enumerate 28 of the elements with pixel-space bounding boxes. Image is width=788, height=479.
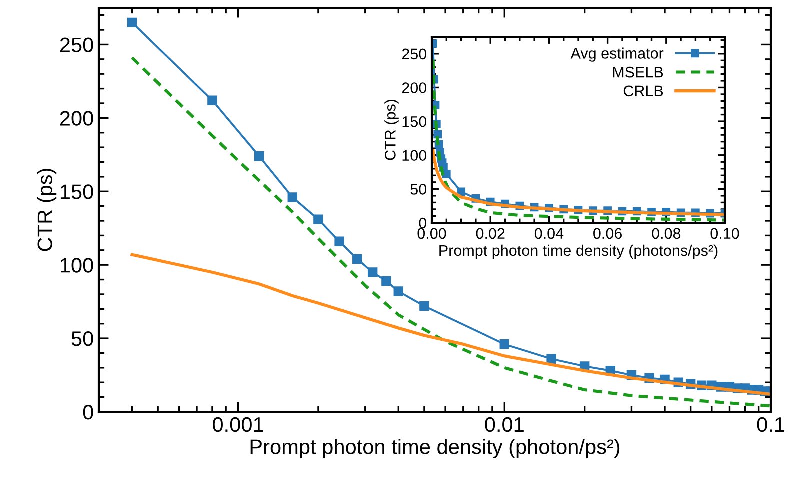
x-tick-label: 0.1 (757, 417, 784, 432)
x-tick-label: 0.02 (476, 228, 505, 240)
x-axis-title: Prompt photon time density (photons/ps²) (440, 244, 718, 260)
x-tick-label: 0.10 (710, 228, 740, 240)
y-tick-label: 150 (402, 116, 427, 128)
x-tick-label: 0.01 (485, 417, 524, 432)
y-tick-label: 200 (60, 111, 94, 126)
y-tick-label: 250 (402, 48, 427, 60)
y-axis-title: CTR (ps) (384, 100, 399, 160)
y-tick-label: 50 (410, 184, 427, 195)
x-tick-label: 0.00 (418, 228, 446, 240)
x-tick-label: 0.04 (534, 228, 564, 240)
x-axis-title: Prompt photon time density (photon/ps²) (250, 439, 620, 458)
legend-label: CRLB (624, 86, 664, 97)
x-tick-label: 0.06 (594, 228, 622, 240)
y-tick-label: 150 (60, 184, 94, 200)
y-tick-label: 0 (419, 218, 427, 229)
legend-label: Avg estimator (570, 48, 664, 62)
y-tick-label: 100 (402, 150, 427, 162)
y-tick-label: 50 (72, 332, 94, 346)
legend-label: MSELB (613, 66, 664, 78)
y-tick-label: 100 (60, 258, 94, 273)
x-tick-label: 0.001 (213, 417, 264, 432)
y-tick-label: 250 (60, 38, 94, 52)
y-tick-label: 0 (83, 405, 94, 420)
y-axis-title: CTR (ps) (37, 169, 57, 252)
y-tick-label: 200 (402, 82, 427, 94)
x-tick-label: 0.08 (652, 228, 681, 240)
